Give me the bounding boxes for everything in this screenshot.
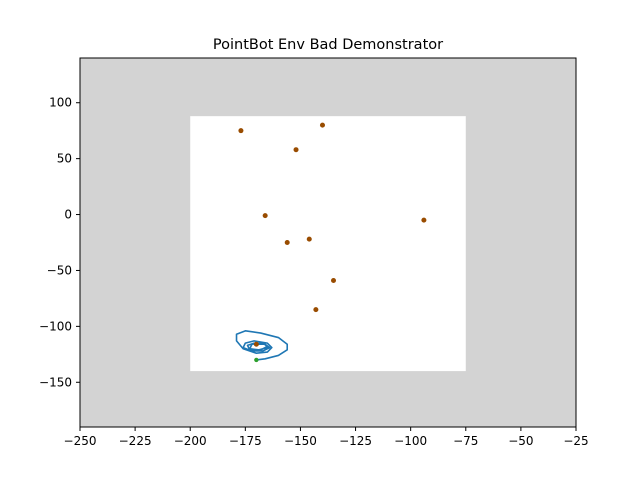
x-tick-label: −75 bbox=[453, 434, 478, 448]
obstacle-point bbox=[284, 240, 290, 245]
y-tick-label: 50 bbox=[57, 152, 72, 166]
free-region bbox=[190, 116, 466, 372]
obstacle-point bbox=[253, 341, 259, 347]
x-tick-label: −200 bbox=[174, 434, 207, 448]
x-tick-label: −175 bbox=[229, 434, 262, 448]
obstacle-point bbox=[421, 217, 427, 223]
y-tick-label: −50 bbox=[47, 263, 72, 277]
x-tick-label: −25 bbox=[563, 434, 588, 448]
y-tick-label: −150 bbox=[39, 375, 72, 389]
x-tick-label: −150 bbox=[284, 434, 317, 448]
obstacle-point bbox=[238, 128, 244, 134]
obstacle-point bbox=[306, 236, 312, 242]
start-point bbox=[254, 357, 259, 363]
obstacle-point bbox=[319, 122, 325, 128]
obstacle-point bbox=[331, 278, 337, 284]
x-tick-label: −225 bbox=[119, 434, 152, 448]
y-tick-label: −100 bbox=[39, 319, 72, 333]
y-tick-label: 100 bbox=[49, 96, 72, 110]
x-tick-label: −125 bbox=[339, 434, 372, 448]
x-tick-label: −250 bbox=[64, 434, 97, 448]
obstacle-point bbox=[262, 213, 268, 219]
chart-title: PointBot Env Bad Demonstrator bbox=[213, 37, 443, 53]
obstacle-point bbox=[293, 147, 299, 153]
obstacle-point bbox=[313, 307, 319, 313]
y-tick-label: 0 bbox=[64, 208, 72, 222]
x-tick-label: −50 bbox=[508, 434, 533, 448]
x-tick-label: −100 bbox=[394, 434, 427, 448]
plot-frame bbox=[79, 57, 577, 428]
